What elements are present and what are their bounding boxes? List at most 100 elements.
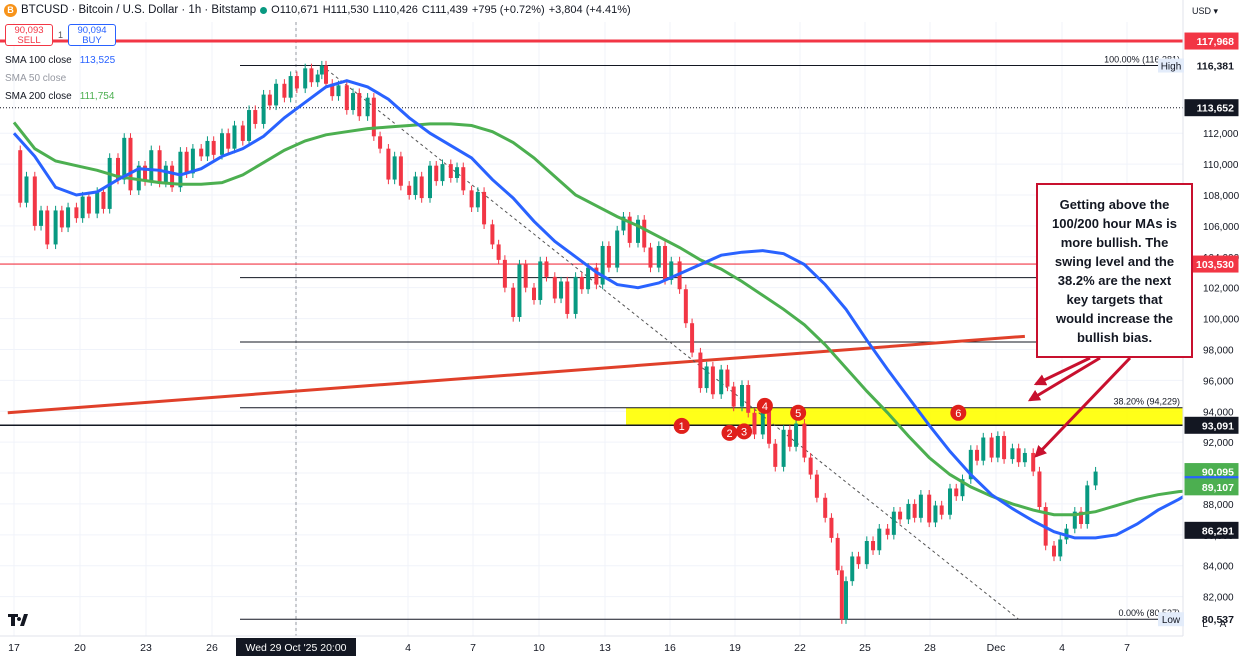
ohlc-change: +795 (+0.72%) [471, 4, 545, 16]
candle-body [856, 556, 861, 565]
swing-zone[interactable] [626, 407, 1183, 426]
price-tag-label: 90,095 [1202, 467, 1234, 479]
candle-body [642, 219, 647, 248]
annotation-arrow [1033, 356, 1091, 386]
candle-body [933, 505, 938, 523]
swing-marker-label: 3 [741, 426, 747, 438]
candle-body [1002, 435, 1007, 460]
candle-body [39, 210, 44, 226]
candle-body [731, 386, 736, 407]
candle-body [829, 517, 834, 538]
swing-marker[interactable] [736, 423, 753, 440]
auto-scale-button[interactable]: A [1219, 619, 1227, 630]
time-axis[interactable] [0, 637, 1183, 658]
sma100-line[interactable] [12, 79, 1240, 540]
price-tick-label: 102,000 [1203, 284, 1240, 295]
candle-body [648, 247, 653, 268]
candle-body [781, 429, 786, 467]
tradingview-logo-icon[interactable] [8, 612, 34, 629]
candle-body [440, 164, 445, 182]
price-tag-label: 103,530 [1196, 259, 1234, 271]
candle-body [357, 93, 362, 117]
plot-area[interactable] [0, 22, 1183, 636]
ohlc-change-secondary: +3,804 (+4.41%) [548, 4, 631, 16]
candle-body [787, 429, 792, 447]
candle-body [205, 140, 210, 157]
candle-body [53, 210, 58, 245]
candle-body [565, 281, 570, 314]
candle-body [482, 191, 487, 225]
candle-body [1052, 545, 1056, 557]
fib-level-label: 0.00% (80,537) [1118, 608, 1180, 618]
candle-body [226, 133, 231, 149]
candle-body [448, 164, 453, 179]
buy-price: 90,094 [77, 25, 107, 36]
candle-body [128, 137, 133, 191]
symbol-title[interactable]: BTCUSD · Bitcoin / U.S. Dollar · 1h · Bi… [21, 4, 257, 16]
candle-body [157, 150, 162, 183]
candle-body [1079, 511, 1084, 525]
candle-body [45, 210, 50, 245]
sell-button[interactable]: 90,093 SELL [5, 24, 53, 46]
candle-body [725, 369, 730, 387]
price-tag-label: 86,291 [1202, 525, 1234, 537]
candle-body [579, 276, 584, 290]
candle-body [392, 156, 397, 180]
sell-price: 90,093 [14, 25, 44, 36]
buy-button[interactable]: 90,094 BUY [68, 24, 116, 46]
price-tag-badge [1158, 58, 1184, 73]
indicator-sma50[interactable]: SMA 50 close [5, 71, 74, 85]
fib-diagonal-line[interactable] [321, 65, 1019, 620]
indicator-value: 113,525 [79, 54, 116, 66]
chevron-down-icon: ▾ [1213, 6, 1219, 16]
currency-selector[interactable]: USD ▾ [1188, 3, 1228, 19]
price-tick-label: 82,000 [1203, 593, 1234, 604]
candle-body [136, 165, 141, 191]
time-tick-label: 20 [74, 642, 86, 654]
price-tick-label: 88,000 [1203, 500, 1234, 511]
candle-body [143, 165, 148, 182]
candle-body [74, 207, 79, 219]
candle-body [344, 85, 349, 111]
price-tag-label: 89,107 [1202, 482, 1234, 494]
price-tag[interactable] [1184, 32, 1239, 50]
candle-body [253, 110, 258, 124]
indicator-value: 111,754 [79, 90, 115, 102]
candle-body [282, 83, 287, 98]
candle-body [434, 165, 439, 182]
candle-body [559, 281, 564, 299]
candle-body [398, 156, 403, 186]
candle-body [877, 528, 882, 551]
candle-body [413, 176, 418, 196]
price-tag[interactable] [1184, 610, 1239, 628]
candle-body [461, 167, 466, 191]
indicator-sma100[interactable]: SMA 100 close 113,525 [5, 53, 115, 67]
ohlc-open: O110,671 [271, 4, 319, 16]
candle-body [309, 68, 314, 83]
swing-marker[interactable] [790, 404, 807, 421]
log-scale-button[interactable]: L [1202, 619, 1208, 630]
price-tag[interactable] [1184, 99, 1239, 117]
candle-body [586, 267, 591, 290]
spread-value: 1 [58, 30, 64, 40]
price-tag[interactable] [1184, 57, 1239, 75]
indicator-sma200[interactable]: SMA 200 close 111,754 [5, 89, 114, 103]
candle-body [948, 488, 952, 515]
candle-body [330, 83, 335, 97]
price-tag[interactable] [1184, 416, 1239, 434]
candle-body [760, 411, 765, 435]
annotation-box[interactable]: Getting above the 100/200 hour MAs is mo… [1036, 183, 1193, 358]
swing-marker[interactable] [756, 397, 773, 414]
candle-body [773, 443, 778, 467]
price-tag[interactable] [1184, 521, 1239, 539]
candle-body [32, 176, 37, 226]
trendline[interactable] [7, 334, 1025, 415]
sma200-line[interactable] [12, 121, 1240, 517]
swing-marker[interactable] [721, 424, 738, 441]
swing-marker[interactable] [950, 404, 967, 421]
candle-body [918, 494, 923, 518]
price-tag[interactable] [1184, 478, 1239, 496]
swing-marker[interactable] [673, 417, 690, 434]
candle-body [954, 488, 959, 497]
